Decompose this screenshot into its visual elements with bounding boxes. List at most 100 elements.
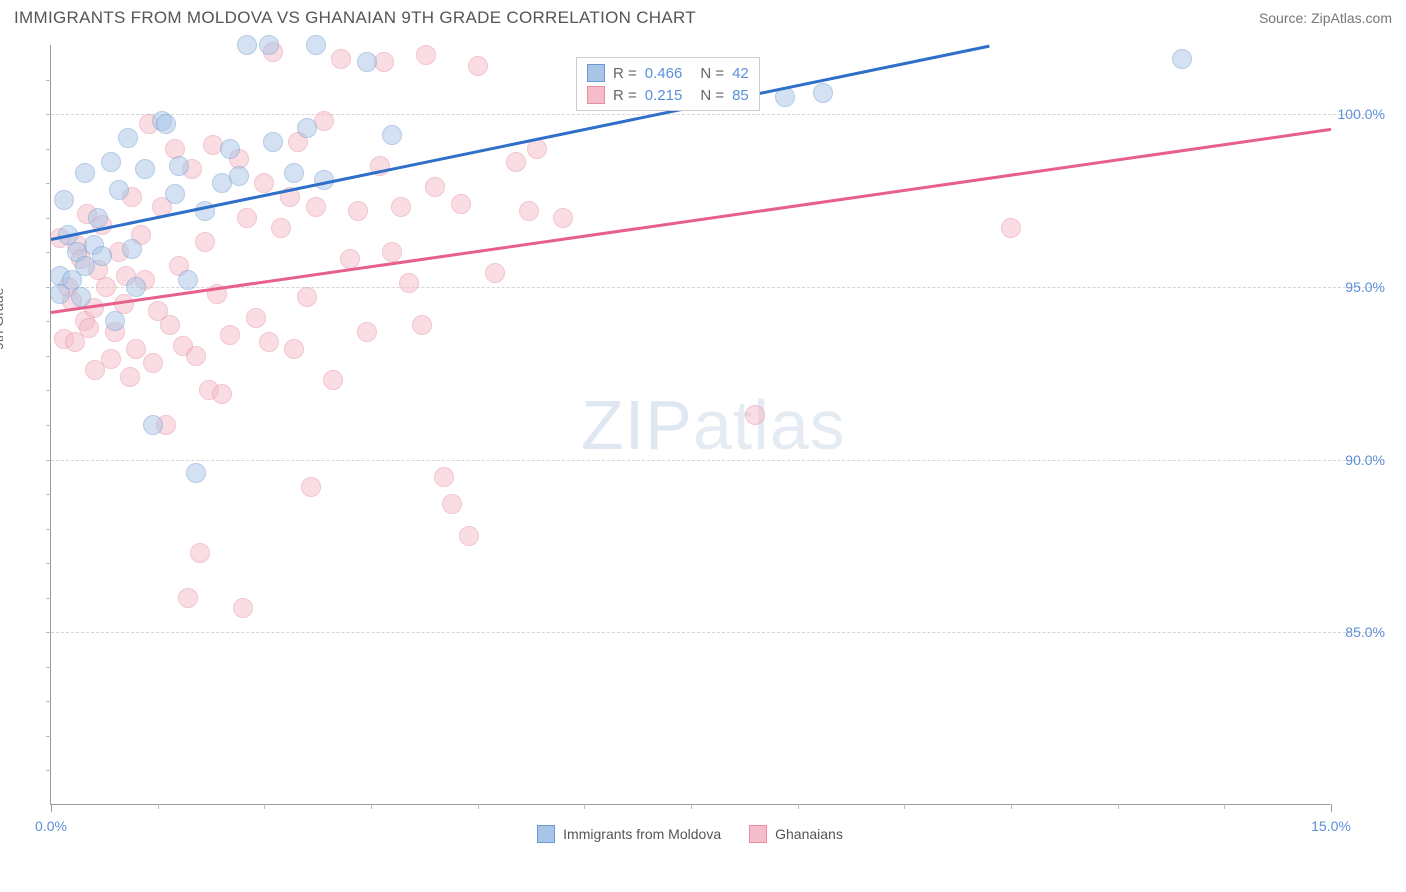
- scatter-point: [297, 118, 317, 138]
- watermark: ZIPatlas: [581, 385, 846, 465]
- plot-area: ZIPatlas 85.0%90.0%95.0%100.0%0.0%15.0%R…: [50, 45, 1330, 805]
- scatter-point: [506, 152, 526, 172]
- y-tick-minor: [46, 252, 51, 253]
- watermark-bold: ZIP: [581, 386, 693, 464]
- scatter-point: [109, 180, 129, 200]
- scatter-point: [229, 166, 249, 186]
- scatter-point: [88, 208, 108, 228]
- scatter-point: [105, 311, 125, 331]
- legend-label: Immigrants from Moldova: [563, 826, 721, 842]
- scatter-point: [301, 477, 321, 497]
- watermark-thin: atlas: [693, 386, 846, 464]
- scatter-point: [357, 52, 377, 72]
- x-tick-minor: [371, 804, 372, 809]
- scatter-point: [425, 177, 445, 197]
- scatter-point: [237, 35, 257, 55]
- stats-swatch: [587, 64, 605, 82]
- y-tick-minor: [46, 114, 51, 115]
- chart-header: IMMIGRANTS FROM MOLDOVA VS GHANAIAN 9TH …: [0, 0, 1406, 32]
- scatter-point: [169, 156, 189, 176]
- legend-item: Ghanaians: [749, 825, 843, 843]
- chart-title: IMMIGRANTS FROM MOLDOVA VS GHANAIAN 9TH …: [14, 8, 696, 28]
- scatter-point: [156, 114, 176, 134]
- scatter-point: [323, 370, 343, 390]
- stats-n-label: N =: [700, 87, 724, 104]
- x-tick-minor: [264, 804, 265, 809]
- y-tick-minor: [46, 632, 51, 633]
- scatter-point: [101, 349, 121, 369]
- scatter-point: [382, 242, 402, 262]
- scatter-point: [160, 315, 180, 335]
- legend-label: Ghanaians: [775, 826, 843, 842]
- y-tick-minor: [46, 770, 51, 771]
- scatter-point: [259, 332, 279, 352]
- scatter-point: [79, 318, 99, 338]
- scatter-point: [143, 353, 163, 373]
- y-tick-minor: [46, 736, 51, 737]
- stats-r-value: 0.466: [645, 65, 683, 82]
- scatter-point: [553, 208, 573, 228]
- stats-r-label: R =: [613, 65, 637, 82]
- scatter-point: [120, 367, 140, 387]
- y-tick-label: 90.0%: [1335, 452, 1385, 468]
- x-tick-minor: [1224, 804, 1225, 809]
- y-tick-minor: [46, 529, 51, 530]
- scatter-point: [745, 405, 765, 425]
- x-tick-minor: [1118, 804, 1119, 809]
- scatter-point: [451, 194, 471, 214]
- scatter-point: [468, 56, 488, 76]
- scatter-point: [75, 163, 95, 183]
- stats-row: R =0.466N =42: [587, 62, 749, 84]
- stats-box: R =0.466N =42R =0.215N =85: [576, 57, 760, 111]
- y-tick-minor: [46, 321, 51, 322]
- scatter-point: [391, 197, 411, 217]
- y-tick-minor: [46, 563, 51, 564]
- scatter-point: [284, 339, 304, 359]
- scatter-point: [412, 315, 432, 335]
- y-tick-minor: [46, 80, 51, 81]
- stats-n-value: 85: [732, 87, 749, 104]
- y-tick-minor: [46, 356, 51, 357]
- scatter-point: [165, 184, 185, 204]
- stats-row: R =0.215N =85: [587, 84, 749, 106]
- scatter-point: [246, 308, 266, 328]
- scatter-point: [135, 159, 155, 179]
- chart-source: Source: ZipAtlas.com: [1259, 10, 1392, 26]
- y-tick-minor: [46, 494, 51, 495]
- grid-line: [51, 460, 1381, 461]
- scatter-point: [186, 346, 206, 366]
- scatter-point: [195, 232, 215, 252]
- scatter-point: [143, 415, 163, 435]
- scatter-point: [331, 49, 351, 69]
- scatter-point: [178, 588, 198, 608]
- scatter-point: [348, 201, 368, 221]
- y-tick-minor: [46, 701, 51, 702]
- y-tick-label: 95.0%: [1335, 279, 1385, 295]
- x-tick-minor: [691, 804, 692, 809]
- y-tick-minor: [46, 598, 51, 599]
- x-tick-minor: [584, 804, 585, 809]
- scatter-point: [122, 239, 142, 259]
- grid-line: [51, 632, 1381, 633]
- scatter-point: [220, 139, 240, 159]
- y-tick-minor: [46, 149, 51, 150]
- x-tick-minor: [798, 804, 799, 809]
- chart-container: ZIPatlas 85.0%90.0%95.0%100.0%0.0%15.0%R…: [50, 45, 1380, 805]
- scatter-point: [259, 35, 279, 55]
- scatter-point: [306, 197, 326, 217]
- y-tick-minor: [46, 460, 51, 461]
- legend-bottom: Immigrants from Moldova Ghanaians: [50, 825, 1330, 843]
- scatter-point: [212, 384, 232, 404]
- scatter-point: [374, 52, 394, 72]
- stats-n-label: N =: [700, 65, 724, 82]
- grid-line: [51, 114, 1381, 115]
- x-tick-minor: [1011, 804, 1012, 809]
- scatter-point: [178, 270, 198, 290]
- x-tick-major: [51, 804, 52, 812]
- scatter-point: [1001, 218, 1021, 238]
- stats-swatch: [587, 86, 605, 104]
- scatter-point: [118, 128, 138, 148]
- scatter-point: [126, 339, 146, 359]
- scatter-point: [263, 132, 283, 152]
- y-tick-minor: [46, 183, 51, 184]
